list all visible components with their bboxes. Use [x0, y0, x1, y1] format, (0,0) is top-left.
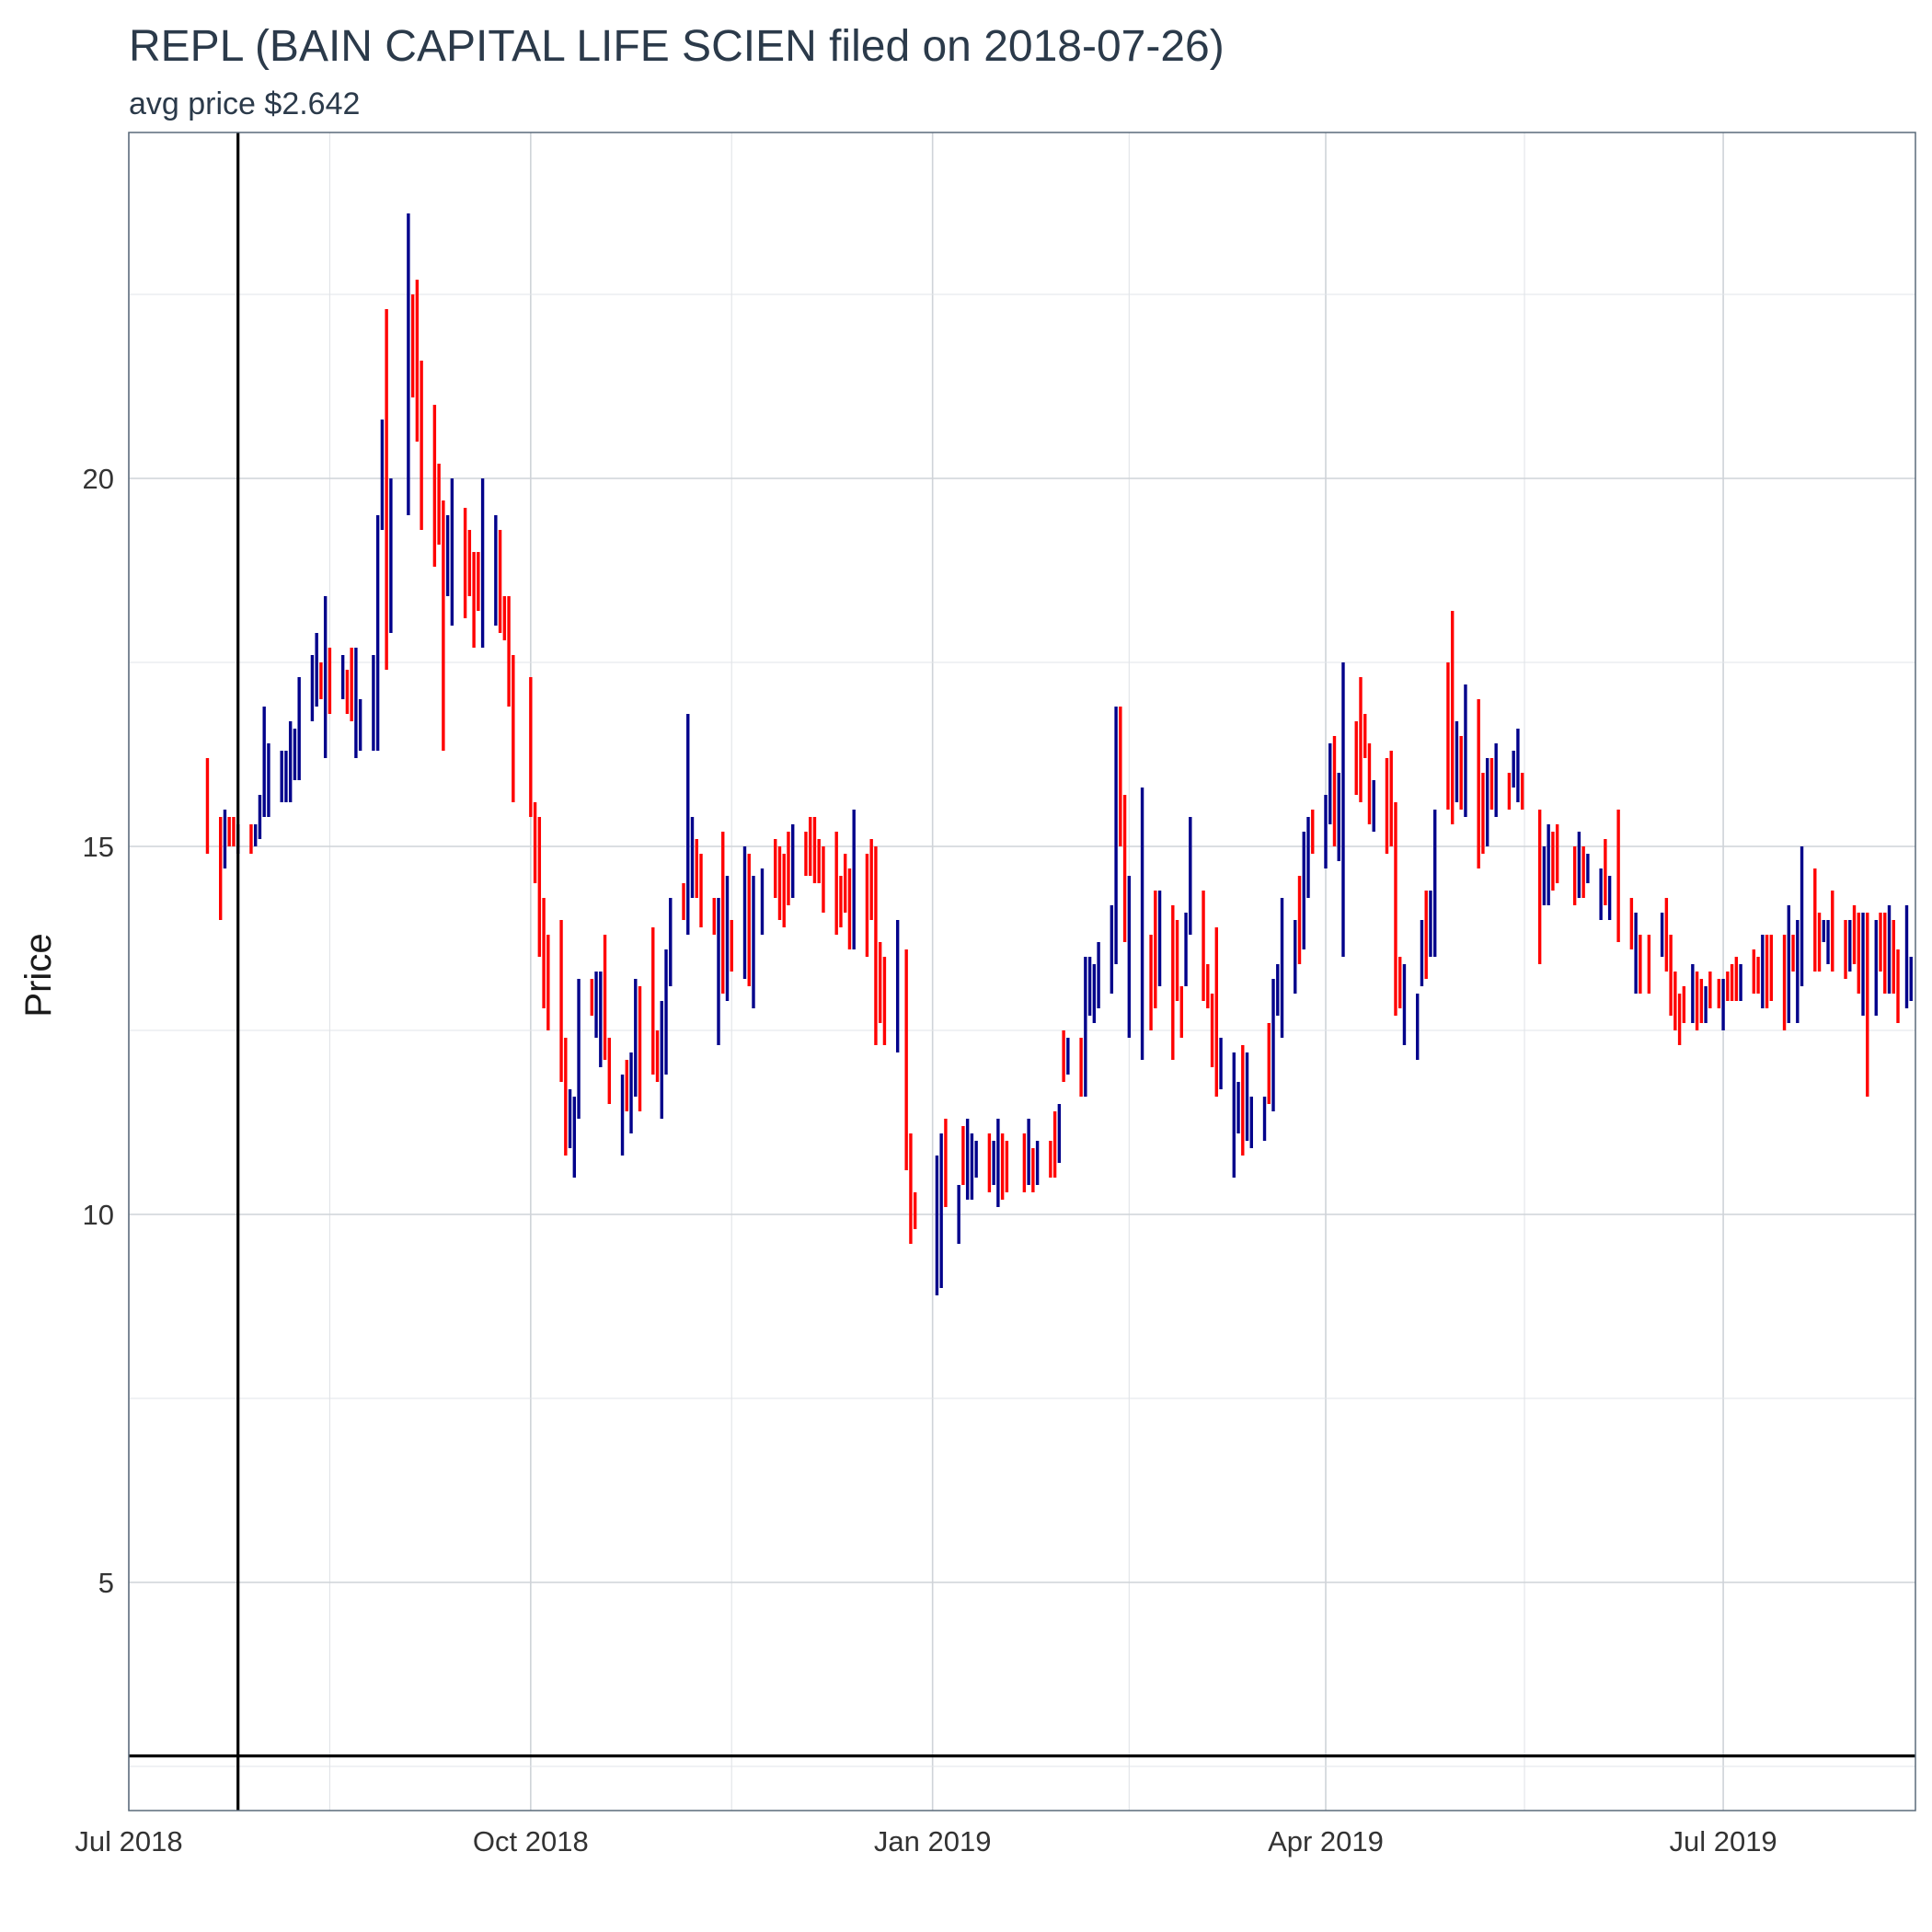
grid-lines: [128, 132, 1915, 1811]
x-tick-label: Jul 2018: [75, 1825, 182, 1857]
x-tick-label: Oct 2018: [473, 1825, 589, 1857]
x-tick-label: Apr 2019: [1268, 1825, 1384, 1857]
plot-frame: [128, 132, 1916, 1811]
y-tick-label: 20: [83, 463, 114, 495]
x-tick-label: Jan 2019: [874, 1825, 992, 1857]
y-tick-label: 5: [98, 1567, 114, 1599]
y-tick-label: 10: [83, 1199, 114, 1231]
x-tick-label: Jul 2019: [1669, 1825, 1777, 1857]
price-bars: [205, 213, 1913, 1295]
y-tick-labels: 5 10 15 20: [83, 463, 114, 1599]
y-axis-label: Price: [18, 933, 59, 1017]
chart-subtitle: avg price $2.642: [129, 86, 360, 121]
chart-title: REPL (BAIN CAPITAL LIFE SCIEN filed on 2…: [129, 22, 1225, 71]
x-tick-labels: Jul 2018 Oct 2018 Jan 2019 Apr 2019 Jul 2019: [75, 1825, 1777, 1857]
y-tick-label: 15: [83, 831, 114, 863]
reference-lines: [129, 132, 1915, 1811]
